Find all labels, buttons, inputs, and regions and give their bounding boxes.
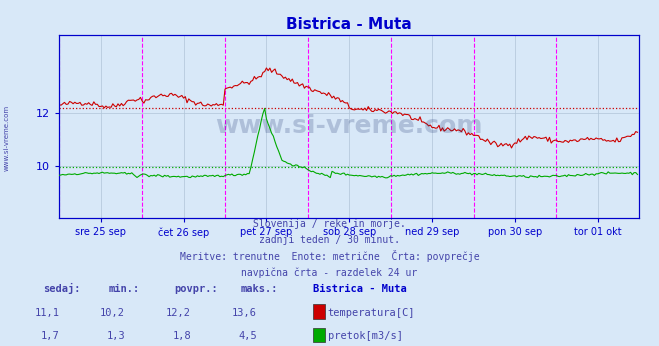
Text: 1,7: 1,7 (41, 331, 59, 342)
Text: povpr.:: povpr.: (175, 284, 218, 294)
Text: 11,1: 11,1 (34, 308, 59, 318)
Text: 4,5: 4,5 (239, 331, 257, 342)
Text: navpična črta - razdelek 24 ur: navpična črta - razdelek 24 ur (241, 268, 418, 279)
Text: 12,2: 12,2 (166, 308, 191, 318)
Title: Bistrica - Muta: Bistrica - Muta (287, 17, 412, 32)
Text: sedaj:: sedaj: (43, 283, 80, 294)
Text: www.si-vreme.com: www.si-vreme.com (3, 105, 9, 172)
Text: min.:: min.: (109, 284, 140, 294)
Text: maks.:: maks.: (241, 284, 278, 294)
Text: www.si-vreme.com: www.si-vreme.com (215, 114, 483, 138)
Text: zadnji teden / 30 minut.: zadnji teden / 30 minut. (259, 235, 400, 245)
Text: temperatura[C]: temperatura[C] (328, 308, 415, 318)
Text: 13,6: 13,6 (232, 308, 257, 318)
Text: pretok[m3/s]: pretok[m3/s] (328, 331, 403, 342)
Text: Bistrica - Muta: Bistrica - Muta (313, 284, 407, 294)
Text: Slovenija / reke in morje.: Slovenija / reke in morje. (253, 219, 406, 229)
Text: Meritve: trenutne  Enote: metrične  Črta: povprečje: Meritve: trenutne Enote: metrične Črta: … (180, 250, 479, 262)
Text: 1,3: 1,3 (107, 331, 125, 342)
Text: 1,8: 1,8 (173, 331, 191, 342)
Text: 10,2: 10,2 (100, 308, 125, 318)
